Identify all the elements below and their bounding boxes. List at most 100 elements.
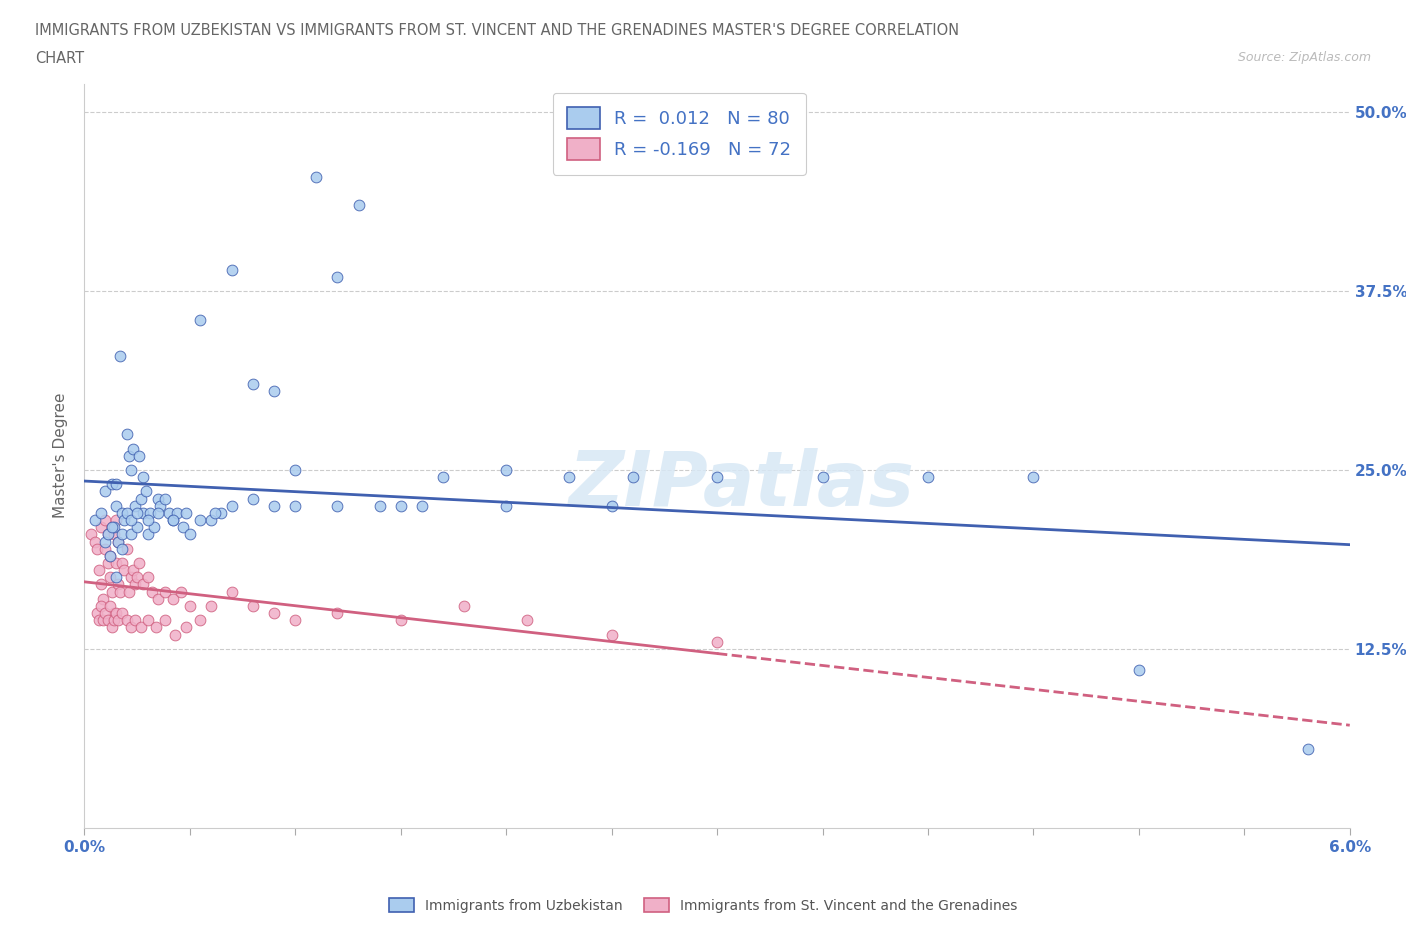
Point <box>120 527 142 542</box>
Point <box>170 584 193 599</box>
Point <box>706 470 728 485</box>
Point <box>432 470 454 485</box>
Point <box>179 527 201 542</box>
Point <box>284 613 307 628</box>
Point <box>90 599 112 614</box>
Point <box>1022 470 1045 485</box>
Point <box>98 599 121 614</box>
Point <box>98 549 121 564</box>
Point <box>96 527 120 542</box>
Point <box>105 555 127 570</box>
Point <box>174 506 197 521</box>
Point <box>204 506 226 521</box>
Point <box>115 613 138 628</box>
Point <box>165 627 187 642</box>
Point <box>621 470 644 485</box>
Point <box>132 577 155 591</box>
Point <box>86 541 108 556</box>
Point <box>162 512 184 527</box>
Point <box>131 491 153 506</box>
Point <box>135 484 157 498</box>
Point <box>89 563 111 578</box>
Point <box>136 512 159 527</box>
Point <box>516 613 538 628</box>
Point <box>1128 663 1150 678</box>
Point <box>107 577 129 591</box>
Text: CHART: CHART <box>35 51 84 66</box>
Point <box>174 620 197 635</box>
Point <box>86 605 108 620</box>
Point <box>495 498 517 513</box>
Point <box>94 484 117 498</box>
Point <box>221 584 243 599</box>
Point <box>115 541 138 556</box>
Point <box>347 198 370 213</box>
Point <box>103 527 125 542</box>
Point <box>326 270 349 285</box>
Text: ZIPatlas: ZIPatlas <box>569 448 915 523</box>
Point <box>84 512 107 527</box>
Point <box>166 506 188 521</box>
Point <box>162 512 184 527</box>
Point <box>188 312 212 327</box>
Point <box>84 534 107 549</box>
Point <box>105 498 127 513</box>
Point <box>179 599 201 614</box>
Point <box>136 613 159 628</box>
Text: IMMIGRANTS FROM UZBEKISTAN VS IMMIGRANTS FROM ST. VINCENT AND THE GRENADINES MAS: IMMIGRANTS FROM UZBEKISTAN VS IMMIGRANTS… <box>35 23 959 38</box>
Point <box>136 527 159 542</box>
Point <box>124 577 146 591</box>
Point <box>153 584 176 599</box>
Point <box>90 520 112 535</box>
Point <box>94 534 117 549</box>
Point <box>110 584 132 599</box>
Point <box>600 498 623 513</box>
Point <box>284 498 307 513</box>
Point <box>132 470 155 485</box>
Point <box>103 520 125 535</box>
Point <box>101 477 124 492</box>
Point <box>389 498 412 513</box>
Point <box>153 491 176 506</box>
Point <box>200 599 222 614</box>
Point <box>263 605 285 620</box>
Point <box>94 605 117 620</box>
Point <box>98 570 121 585</box>
Point <box>326 498 349 513</box>
Point <box>105 512 127 527</box>
Point <box>111 605 134 620</box>
Point <box>453 599 475 614</box>
Point <box>495 462 517 477</box>
Point <box>111 527 134 542</box>
Point <box>111 555 134 570</box>
Point <box>211 506 233 521</box>
Point <box>90 577 112 591</box>
Point <box>221 262 243 277</box>
Point <box>242 377 264 392</box>
Point <box>93 591 115 606</box>
Point <box>389 613 412 628</box>
Point <box>706 634 728 649</box>
Point <box>368 498 391 513</box>
Point <box>96 555 120 570</box>
Point <box>94 541 117 556</box>
Point <box>157 506 180 521</box>
Point <box>132 506 155 521</box>
Point <box>124 498 146 513</box>
Point <box>110 348 132 363</box>
Point <box>115 427 138 442</box>
Point <box>136 570 159 585</box>
Point <box>127 520 149 535</box>
Point <box>96 613 120 628</box>
Point <box>120 620 142 635</box>
Legend: R =  0.012   N = 80, R = -0.169   N = 72: R = 0.012 N = 80, R = -0.169 N = 72 <box>553 93 806 175</box>
Point <box>101 620 124 635</box>
Point <box>111 541 134 556</box>
Point <box>103 613 125 628</box>
Point <box>162 591 184 606</box>
Point <box>149 498 172 513</box>
Point <box>143 520 166 535</box>
Point <box>120 512 142 527</box>
Point <box>558 470 581 485</box>
Point <box>96 527 120 542</box>
